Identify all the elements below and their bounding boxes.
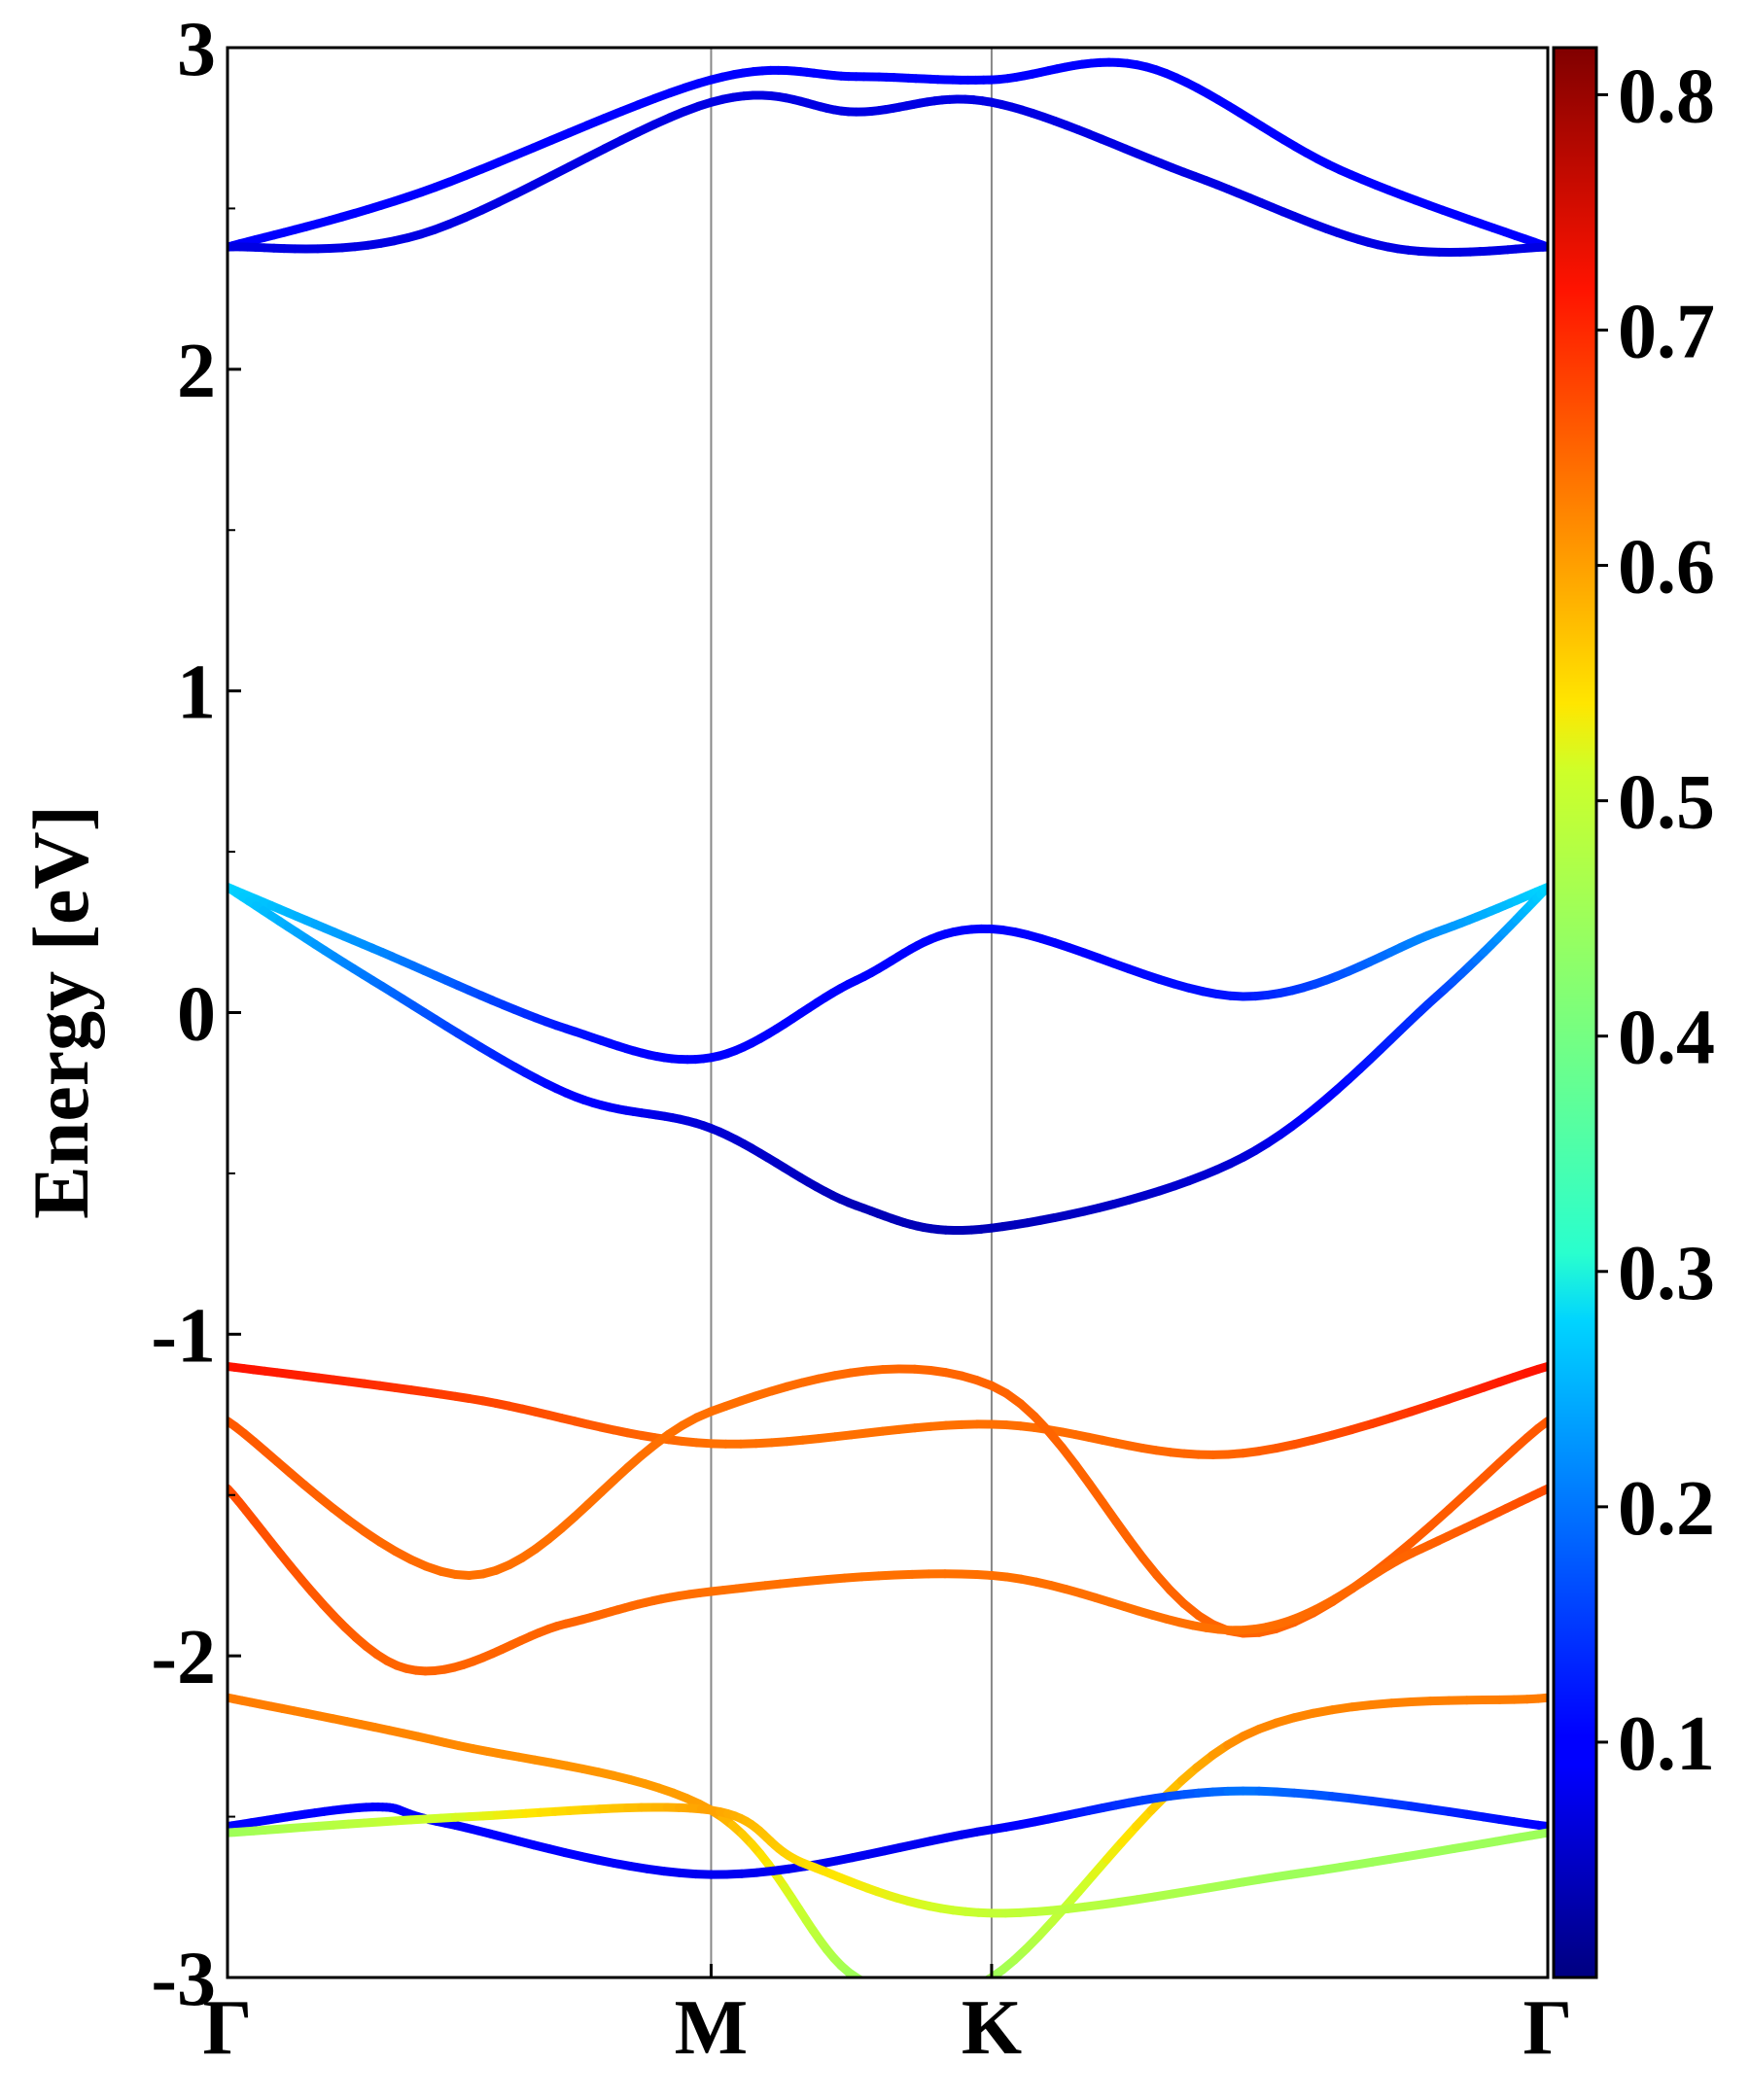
band-segment: [911, 2002, 918, 2003]
band-lines: [228, 62, 1548, 2003]
colorbar-tick-label: 0.3: [1618, 1231, 1715, 1316]
colorbar-tick-label: 0.6: [1618, 525, 1715, 611]
colorbar: [1554, 48, 1596, 1978]
band-3: [228, 887, 1548, 1059]
band-structure-chart: 3210-1-2-3 ΓMKΓ Energy [eV] 0.10.20.30.4…: [0, 0, 1750, 2100]
band-1: [228, 62, 1548, 247]
kpoint-label: Γ: [203, 1985, 253, 2071]
band-segment: [938, 2000, 946, 2002]
band-segment: [878, 1990, 885, 1994]
colorbar-tick-label: 0.1: [1618, 1701, 1715, 1787]
y-tick-label: 1: [177, 650, 216, 736]
band-segment: [946, 1997, 954, 2000]
colorbar-tick-label: 0.4: [1618, 996, 1715, 1081]
y-tick-label: 0: [177, 972, 216, 1058]
band-segment: [931, 2002, 938, 2003]
band-segment: [892, 1996, 898, 1999]
band-5: [228, 1366, 1548, 1454]
band-segment: [885, 1993, 892, 1996]
band-segment: [871, 1986, 878, 1990]
y-tick-label: -2: [151, 1615, 216, 1700]
y-tick-label: -1: [151, 1293, 216, 1379]
y-tick-label: 3: [177, 7, 216, 92]
band-segment: [897, 1999, 904, 2001]
colorbar-tick-label: 0.2: [1618, 1466, 1715, 1552]
band-segment: [904, 2001, 911, 2002]
kpoint-label: Γ: [1523, 1985, 1573, 2071]
y-tick-label: 2: [177, 329, 216, 414]
band-4: [228, 887, 1548, 1230]
colorbar-tick-label: 0.5: [1618, 760, 1715, 846]
colorbar-tick-label: 0.7: [1618, 289, 1715, 374]
band-segment: [863, 1982, 870, 1986]
kpoint-label: M: [675, 1985, 749, 2071]
high-symmetry-lines: [711, 48, 992, 1978]
band-10: [228, 1807, 1548, 1913]
kpoint-label: K: [962, 1985, 1022, 2071]
band-7: [228, 1488, 1548, 1671]
colorbar-tick-label: 0.8: [1618, 53, 1715, 139]
y-axis-label: Energy [eV]: [17, 805, 105, 1219]
colorbar-ticks: 0.1 0.2 0.3 0.4 0.5 0.6 0.7 0.8: [1596, 53, 1715, 1787]
